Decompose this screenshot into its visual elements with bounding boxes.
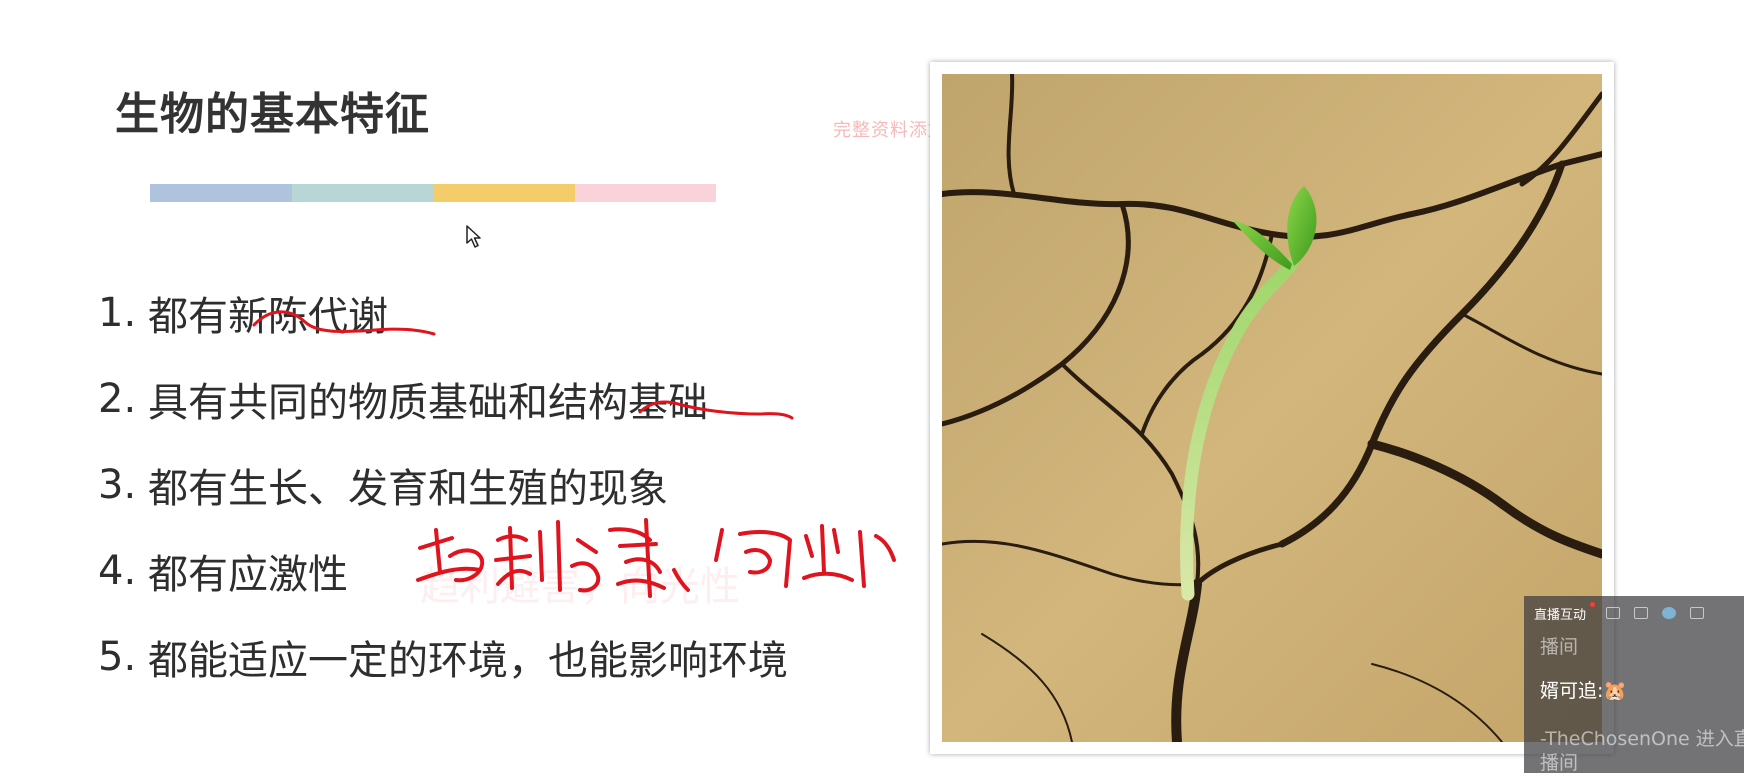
list-item-text: 都有生长、发育和生殖的现象	[148, 466, 668, 512]
color-bar-segment-3	[433, 184, 575, 202]
camera-icon[interactable]	[1634, 607, 1649, 619]
list-item-number: 2.	[98, 376, 137, 422]
list-item: 2. 具有共同的物质基础和结构基础	[98, 356, 788, 442]
chat-message: 婿可追:🐹	[1540, 676, 1627, 703]
list-item-number: 1.	[98, 290, 137, 336]
seedling-leaf-left	[1232, 220, 1292, 270]
list-item-number: 4.	[98, 548, 137, 594]
list-item-text: 具有共同的物质基础和结构基础	[148, 380, 708, 426]
list-item-number: 5.	[98, 634, 137, 680]
list-item-text: 都有应激性	[148, 552, 348, 598]
list-item: 5. 都能适应一定的环境，也能影响环境	[98, 614, 788, 700]
chat-message: 播间	[1540, 636, 1579, 658]
settings-icon[interactable]	[1662, 607, 1677, 619]
color-bar-segment-1	[150, 184, 292, 202]
feature-list: 1. 都有新陈代谢 2. 具有共同的物质基础和结构基础 3. 都有生长、发育和生殖的现…	[98, 270, 788, 700]
list-item-number: 3.	[98, 462, 137, 508]
chat-title: 直播互动	[1534, 607, 1587, 623]
chat-message: -TheChosenOne 进入直	[1540, 728, 1744, 750]
color-bar-segment-2	[291, 184, 433, 202]
chat-emoji: 🐹	[1603, 680, 1628, 702]
seedling-photo	[930, 62, 1614, 754]
seedling-image	[942, 74, 1602, 742]
list-item: 4. 都有应激性	[98, 528, 788, 614]
chat-message-text: 婿可追:	[1540, 680, 1604, 702]
mouse-cursor-icon	[466, 225, 481, 248]
list-item: 1. 都有新陈代谢	[98, 270, 788, 356]
seedling-leaf-right	[1287, 186, 1317, 266]
chat-header: 直播互动	[1524, 596, 1744, 630]
soil-cracks	[942, 74, 1602, 742]
popout-icon[interactable]	[1606, 607, 1621, 619]
list-item-text: 都有新陈代谢	[148, 294, 388, 340]
list-item-text: 都能适应一定的环境，也能影响环境	[148, 638, 788, 684]
volume-icon[interactable]	[1690, 607, 1705, 619]
title-color-bar	[150, 184, 716, 202]
list-item: 3. 都有生长、发育和生殖的现象	[98, 442, 788, 528]
color-bar-segment-4	[574, 184, 716, 202]
chat-toolbar	[1606, 607, 1705, 619]
seedling-stem	[1180, 257, 1299, 601]
slide-title: 生物的基本特征	[115, 89, 430, 140]
live-chat-panel: 直播互动 播间 婿可追:🐹 -TheChosenOne 进入直 播间	[1524, 596, 1744, 774]
soil-background	[942, 74, 1602, 742]
notification-dot	[1590, 602, 1595, 607]
chat-message: 播间	[1540, 752, 1579, 774]
